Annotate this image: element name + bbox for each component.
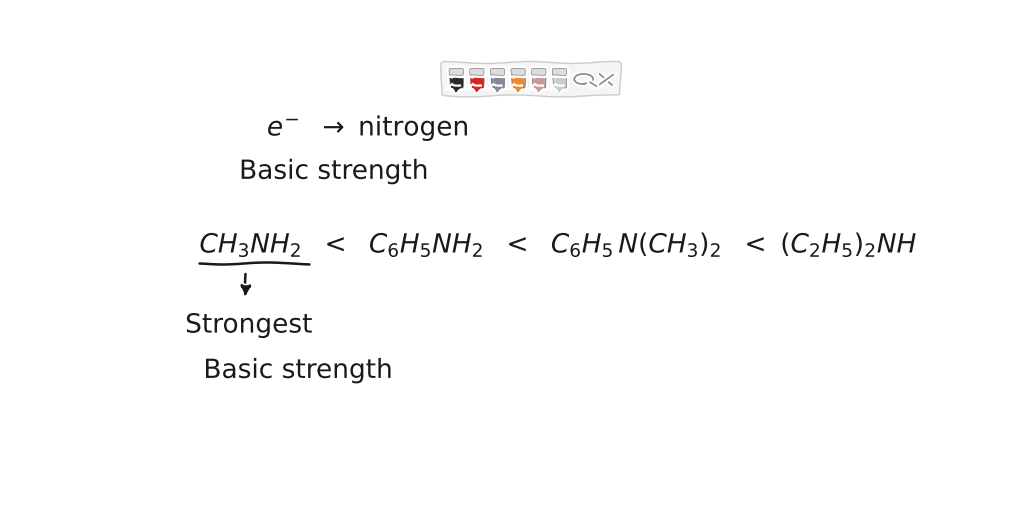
- FancyBboxPatch shape: [492, 74, 504, 88]
- Polygon shape: [452, 87, 461, 92]
- FancyBboxPatch shape: [532, 74, 545, 88]
- Polygon shape: [555, 87, 564, 92]
- Text: $e^{-}$  $\rightarrow$ nitrogen: $e^{-}$ $\rightarrow$ nitrogen: [267, 114, 469, 143]
- FancyBboxPatch shape: [492, 69, 504, 75]
- Polygon shape: [534, 87, 544, 92]
- FancyBboxPatch shape: [553, 69, 565, 75]
- FancyBboxPatch shape: [553, 74, 565, 88]
- Text: Basic strength: Basic strength: [240, 159, 429, 185]
- Polygon shape: [493, 87, 502, 92]
- FancyBboxPatch shape: [532, 69, 545, 75]
- FancyBboxPatch shape: [442, 62, 621, 96]
- Text: Strongest: Strongest: [185, 313, 312, 338]
- FancyBboxPatch shape: [450, 74, 463, 88]
- FancyBboxPatch shape: [470, 69, 483, 75]
- FancyBboxPatch shape: [470, 74, 483, 88]
- Polygon shape: [513, 87, 523, 92]
- FancyBboxPatch shape: [450, 69, 463, 75]
- FancyBboxPatch shape: [512, 69, 524, 75]
- Text: Basic strength: Basic strength: [204, 358, 393, 384]
- Text: $CH_3NH_2\ \ <\ \ C_6H_5NH_2\ \ <\ \ C_6H_5\,N(CH_3)_2\ \ <\ (C_2H_5)_2NH$: $CH_3NH_2\ \ <\ \ C_6H_5NH_2\ \ <\ \ C_6…: [200, 230, 918, 259]
- FancyBboxPatch shape: [512, 74, 524, 88]
- Polygon shape: [472, 87, 481, 92]
